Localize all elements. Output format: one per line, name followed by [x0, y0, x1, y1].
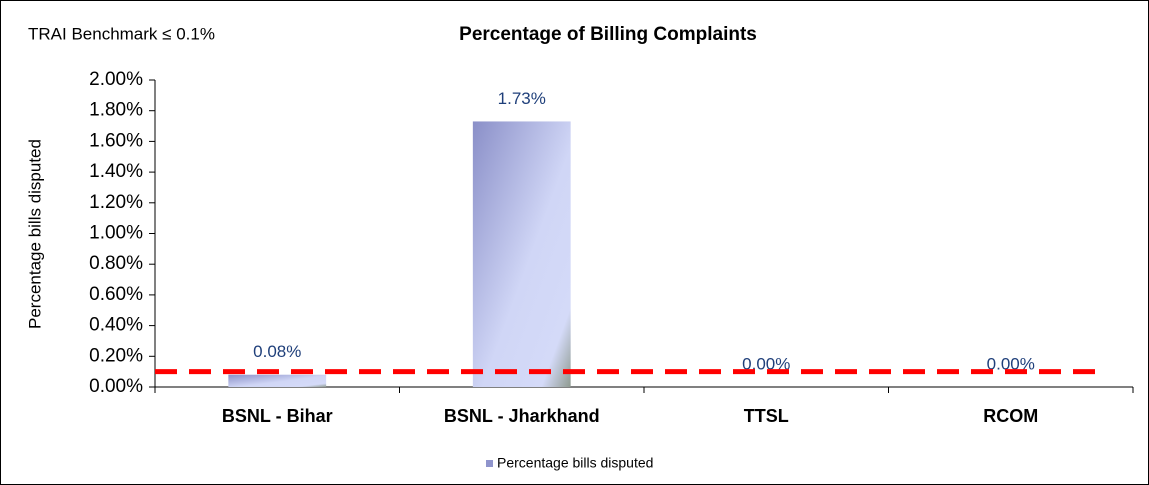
data-label: 1.73% [498, 89, 546, 108]
chart-title: Percentage of Billing Complaints [459, 24, 757, 45]
y-tick-label: 1.20% [89, 192, 143, 213]
data-label: 0.00% [987, 354, 1035, 373]
bar [228, 374, 327, 387]
bar [472, 121, 571, 387]
y-tick-label: 1.40% [89, 161, 143, 182]
y-axis-title: Percentage bills disputed [25, 139, 44, 329]
y-tick-label: 1.00% [89, 223, 143, 244]
y-tick-label: 0.60% [89, 284, 143, 305]
data-label: 0.08% [253, 342, 301, 361]
y-tick-label: 1.80% [89, 100, 143, 121]
legend-swatch [486, 460, 493, 467]
data-label: 0.00% [742, 354, 790, 373]
y-tick-label: 0.40% [89, 315, 143, 336]
y-tick-label: 0.20% [89, 345, 143, 366]
legend-label: Percentage bills disputed [497, 455, 653, 471]
y-tick-label: 2.00% [89, 69, 143, 90]
x-tick-label: RCOM [983, 406, 1038, 426]
benchmark-label: TRAI Benchmark ≤ 0.1% [28, 24, 215, 43]
x-tick-label: BSNL - Bihar [222, 406, 333, 426]
y-tick-label: 0.00% [89, 376, 143, 397]
y-tick-label: 1.60% [89, 130, 143, 151]
x-tick-label: TTSL [744, 406, 789, 426]
x-tick-label: BSNL - Jharkhand [444, 406, 600, 426]
y-tick-label: 0.80% [89, 253, 143, 274]
